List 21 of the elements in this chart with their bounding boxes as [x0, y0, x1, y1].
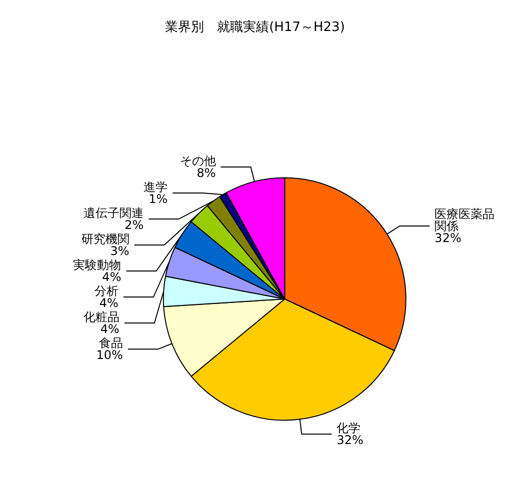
chart-title: 業界別 就職実績(H17～H23): [165, 19, 345, 35]
data-label: 2%: [124, 218, 144, 232]
data-label: 10%: [96, 348, 123, 362]
data-label: 3%: [110, 244, 130, 258]
slice-label: その他: [180, 154, 216, 168]
slice-label: 化粧品: [83, 310, 120, 324]
data-label: 4%: [100, 322, 120, 336]
data-label: 1%: [148, 192, 168, 206]
data-label: 4%: [99, 296, 118, 310]
slice-label: 医療医薬品関係: [434, 206, 495, 233]
slice-label: 遺伝子関連: [84, 206, 144, 220]
slice-label: 実験動物: [73, 258, 122, 272]
data-label: 32%: [434, 230, 462, 245]
data-label: 32%: [336, 433, 364, 448]
slice-label: 化学: [336, 421, 361, 436]
data-label: 4%: [102, 270, 122, 284]
slice-label: 研究機関: [81, 232, 130, 246]
slice-label: 分析: [94, 284, 118, 298]
slice-label: 進学: [144, 180, 168, 194]
data-label: 8%: [196, 166, 216, 180]
slice-label: 食品: [98, 336, 123, 350]
